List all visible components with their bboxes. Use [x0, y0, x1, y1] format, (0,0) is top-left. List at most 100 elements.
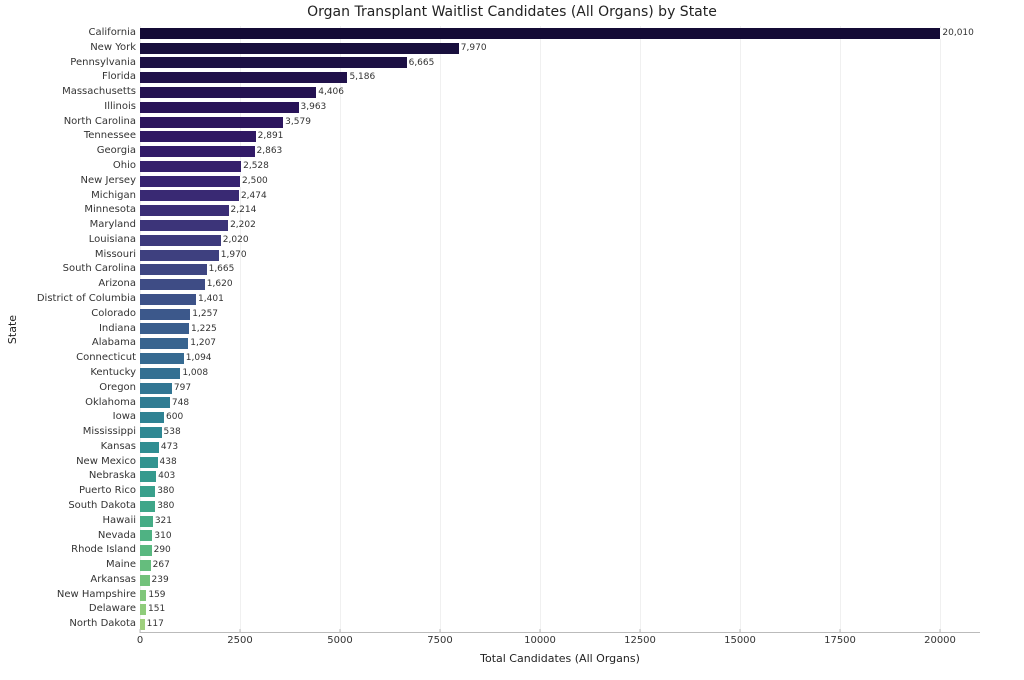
ytick-label: Puerto Rico: [79, 484, 136, 499]
bar: [140, 146, 256, 157]
bar: [140, 72, 348, 83]
bar-row: Missouri1,970: [140, 248, 980, 263]
bar: [140, 383, 173, 394]
value-label: 600: [166, 410, 183, 425]
value-label: 321: [155, 514, 172, 529]
bar-row: New Hampshire159: [140, 588, 980, 603]
xtick-mark: [640, 629, 641, 633]
ytick-label: Missouri: [95, 248, 136, 263]
ytick-label: Oregon: [99, 381, 136, 396]
bar-row: California20,010: [140, 26, 980, 41]
bar-row: Puerto Rico380: [140, 484, 980, 499]
bar: [140, 575, 151, 586]
value-label: 2,214: [231, 203, 257, 218]
ytick-label: Louisiana: [89, 233, 136, 248]
value-label: 1,970: [221, 248, 247, 263]
value-label: 290: [154, 543, 171, 558]
bar-row: Michigan2,474: [140, 189, 980, 204]
ytick-label: South Dakota: [68, 499, 136, 514]
value-label: 1,094: [186, 351, 212, 366]
bar-row: Arizona1,620: [140, 277, 980, 292]
bar: [140, 501, 156, 512]
ytick-label: North Dakota: [69, 617, 136, 632]
bar: [140, 397, 171, 408]
value-label: 380: [157, 499, 174, 514]
bar-row: Georgia2,863: [140, 144, 980, 159]
xtick-label: 5000: [327, 635, 352, 646]
value-label: 538: [164, 425, 181, 440]
value-label: 2,202: [230, 218, 256, 233]
bar: [140, 250, 220, 261]
value-label: 2,474: [241, 189, 267, 204]
bar-row: North Dakota117: [140, 617, 980, 632]
ytick-label: Maine: [106, 558, 136, 573]
ytick-label: Minnesota: [84, 203, 136, 218]
bar: [140, 190, 240, 201]
bar: [140, 530, 153, 541]
value-label: 117: [147, 617, 164, 632]
xtick-mark: [140, 629, 141, 633]
bar-row: Massachusetts4,406: [140, 85, 980, 100]
xtick-label: 2500: [227, 635, 252, 646]
ytick-label: Indiana: [99, 322, 136, 337]
xtick-label: 0: [137, 635, 143, 646]
value-label: 2,020: [223, 233, 249, 248]
ytick-label: Mississippi: [83, 425, 136, 440]
bar: [140, 28, 941, 39]
bar: [140, 486, 156, 497]
chart-container: Organ Transplant Waitlist Candidates (Al…: [0, 0, 1024, 680]
value-label: 1,257: [192, 307, 218, 322]
ytick-label: Delaware: [89, 602, 136, 617]
bar-row: Hawaii321: [140, 514, 980, 529]
ytick-label: District of Columbia: [37, 292, 136, 307]
bar-row: Rhode Island290: [140, 543, 980, 558]
ytick-label: Connecticut: [76, 351, 136, 366]
bar: [140, 235, 222, 246]
bar-row: Ohio2,528: [140, 159, 980, 174]
bar: [140, 43, 460, 54]
ytick-label: Massachusetts: [62, 85, 136, 100]
bar-row: Iowa600: [140, 410, 980, 425]
value-label: 3,579: [285, 115, 311, 130]
bar-row: Indiana1,225: [140, 322, 980, 337]
value-label: 6,665: [409, 56, 435, 71]
ytick-label: South Carolina: [63, 262, 136, 277]
bar-row: Alabama1,207: [140, 336, 980, 351]
y-axis-title: State: [6, 26, 20, 632]
xtick-mark: [440, 629, 441, 633]
ytick-label: Michigan: [91, 189, 136, 204]
bar: [140, 471, 157, 482]
value-label: 2,500: [242, 174, 268, 189]
value-label: 2,863: [257, 144, 283, 159]
bar-row: Nebraska403: [140, 469, 980, 484]
value-label: 403: [158, 469, 175, 484]
ytick-label: Hawaii: [102, 514, 136, 529]
value-label: 380: [157, 484, 174, 499]
xtick-mark: [840, 629, 841, 633]
value-label: 1,665: [209, 262, 235, 277]
x-axis-title: Total Candidates (All Organs): [140, 652, 980, 665]
xtick-mark: [340, 629, 341, 633]
value-label: 2,528: [243, 159, 269, 174]
bar-row: Florida5,186: [140, 70, 980, 85]
bar-row: Mississippi538: [140, 425, 980, 440]
ytick-label: New York: [90, 41, 136, 56]
bar: [140, 590, 147, 601]
xtick-label: 15000: [724, 635, 756, 646]
value-label: 159: [148, 588, 165, 603]
ytick-label: Pennsylvania: [70, 56, 136, 71]
bar-row: Arkansas239: [140, 573, 980, 588]
ytick-label: New Jersey: [81, 174, 136, 189]
ytick-label: Tennessee: [84, 129, 136, 144]
ytick-label: Oklahoma: [85, 396, 136, 411]
ytick-label: New Mexico: [76, 455, 136, 470]
chart-title: Organ Transplant Waitlist Candidates (Al…: [0, 4, 1024, 20]
ytick-label: New Hampshire: [57, 588, 136, 603]
value-label: 5,186: [349, 70, 375, 85]
value-label: 3,963: [301, 100, 327, 115]
value-label: 473: [161, 440, 178, 455]
value-label: 2,891: [258, 129, 284, 144]
bar-row: Kansas473: [140, 440, 980, 455]
bar-row: Oregon797: [140, 381, 980, 396]
bar-row: New Jersey2,500: [140, 174, 980, 189]
